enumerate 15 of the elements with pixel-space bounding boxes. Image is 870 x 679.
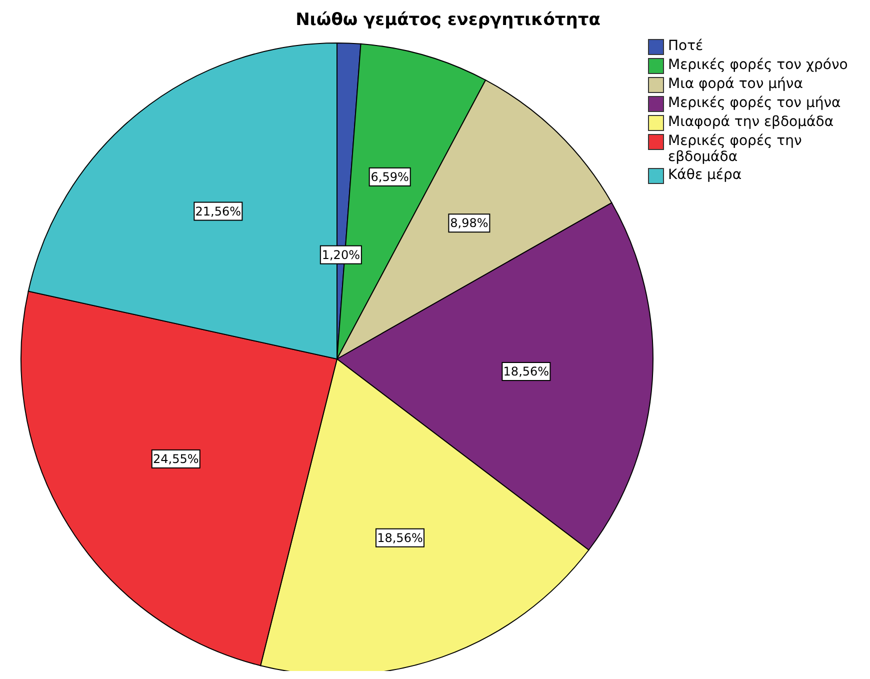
legend-label: Μια φορά τον μήνα <box>668 76 803 92</box>
data-label: 18,56% <box>503 364 550 378</box>
legend-label: Κάθε μέρα <box>668 167 742 183</box>
chart-title: Νιώθω γεμάτος ενεργητικότητα <box>294 10 602 30</box>
data-label: 6,59% <box>370 170 409 184</box>
data-label: 1,20% <box>322 248 360 262</box>
data-label: 21,56% <box>195 204 242 218</box>
legend-label: Μερικές φορές τον μήνα <box>668 95 841 111</box>
legend-label: Μερικές φορές την εβδομάδα <box>668 133 803 165</box>
data-label: 18,56% <box>377 530 423 545</box>
data-label: 24,55% <box>152 452 199 466</box>
data-label: 8,98% <box>450 216 488 230</box>
legend-label: Μερικές φορές τον χρόνο <box>668 57 848 73</box>
legend-label: Ποτέ <box>668 38 704 54</box>
legend-label: Μιαφορά την εβδομάδα <box>668 114 834 130</box>
